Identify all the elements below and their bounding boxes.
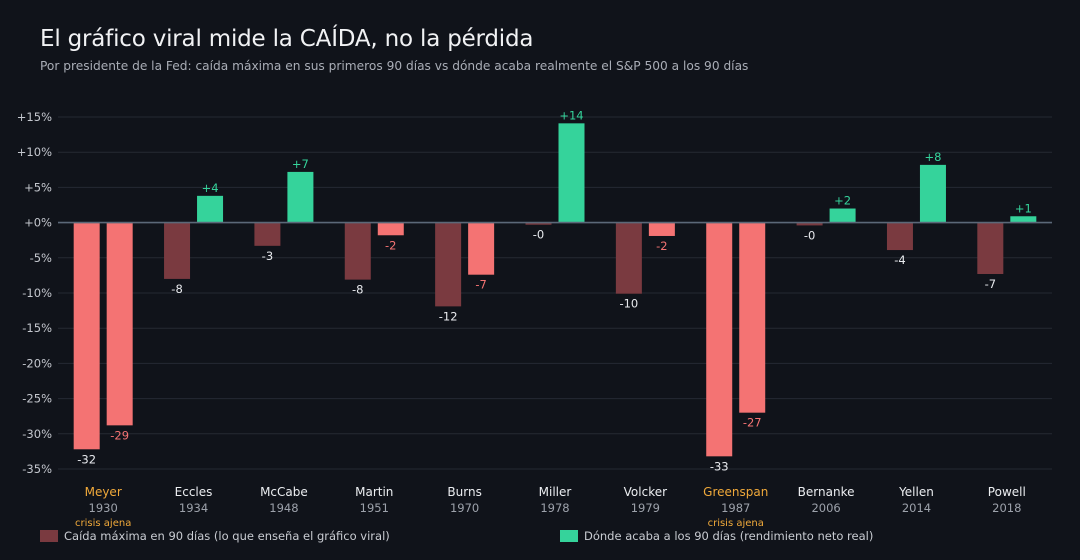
bar-end	[829, 208, 856, 223]
bar-drawdown	[254, 222, 281, 246]
category-name: Eccles	[175, 485, 213, 499]
y-tick-label: +10%	[17, 145, 52, 159]
category-year: 1930	[89, 501, 118, 515]
bar-end	[468, 222, 495, 275]
legend-swatch-drawdown	[40, 530, 58, 542]
category-name: Yellen	[898, 485, 934, 499]
y-tick-label: +0%	[24, 216, 52, 230]
y-tick-label: -30%	[22, 427, 52, 441]
y-tick-label: -10%	[22, 286, 52, 300]
category-name: Powell	[988, 485, 1026, 499]
bar-drawdown	[525, 222, 552, 225]
data-label-end: -2	[656, 239, 667, 253]
data-label-end: +1	[1015, 201, 1032, 215]
data-label-drawdown: -32	[77, 452, 96, 466]
legend-swatch-end	[560, 530, 578, 542]
bar-end	[648, 222, 675, 236]
category-year: 1948	[269, 501, 298, 515]
chart-title: El gráfico viral mide la CAÍDA, no la pé…	[40, 26, 534, 52]
y-tick-label: +5%	[24, 180, 52, 194]
category-name: Greenspan	[703, 485, 768, 499]
data-label-drawdown: -8	[171, 282, 182, 296]
data-label-end: +14	[559, 108, 583, 122]
bar-end	[197, 195, 224, 223]
category-year: 1979	[631, 501, 660, 515]
bar-drawdown	[435, 222, 462, 307]
data-label-end: +2	[834, 194, 851, 208]
bar-end	[1010, 216, 1037, 223]
category-year: 1970	[450, 501, 479, 515]
legend-drawdown: Caída máxima en 90 días (lo que enseña e…	[40, 529, 390, 543]
category-year: 1934	[179, 501, 208, 515]
bar-drawdown	[344, 222, 371, 280]
category-name: Bernanke	[798, 485, 855, 499]
y-tick-label: -20%	[22, 356, 52, 370]
data-label-end: -7	[475, 278, 486, 292]
bar-drawdown	[886, 222, 913, 251]
bar-drawdown	[706, 222, 733, 457]
bar-drawdown	[164, 222, 191, 279]
category-name: Volcker	[624, 485, 667, 499]
category-name: Miller	[539, 485, 572, 499]
category-year: 2014	[902, 501, 931, 515]
category-year: 1951	[360, 501, 389, 515]
legend-end: Dónde acaba a los 90 días (rendimiento n…	[560, 529, 873, 543]
data-label-drawdown: -12	[439, 309, 458, 323]
data-label-drawdown: -33	[710, 459, 729, 473]
bar-drawdown	[796, 222, 823, 226]
chart-subtitle: Por presidente de la Fed: caída máxima e…	[40, 59, 749, 73]
data-label-drawdown: -0	[533, 228, 544, 242]
category-name: McCabe	[260, 485, 308, 499]
data-label-end: +4	[202, 181, 219, 195]
y-tick-label: +15%	[17, 110, 52, 124]
data-label-drawdown: -7	[985, 277, 996, 291]
bar-end	[377, 222, 404, 236]
category-name: Meyer	[85, 485, 122, 499]
category-year: 2018	[992, 501, 1021, 515]
bar-end	[739, 222, 766, 413]
data-label-end: -27	[743, 416, 762, 430]
data-label-drawdown: -4	[894, 253, 905, 267]
y-tick-label: -5%	[30, 251, 52, 265]
category-note: crisis ajena	[75, 518, 131, 529]
bar-drawdown	[615, 222, 642, 294]
category-year: 1978	[540, 501, 569, 515]
data-label-end: -2	[385, 238, 396, 252]
category-name: Burns	[447, 485, 481, 499]
category-note: crisis ajena	[708, 518, 764, 529]
legend-label-end: Dónde acaba a los 90 días (rendimiento n…	[584, 529, 874, 543]
y-tick-label: -25%	[22, 392, 52, 406]
bar-end	[558, 123, 585, 223]
bar-drawdown	[977, 222, 1004, 274]
bar-drawdown	[73, 222, 100, 450]
y-tick-label: -35%	[22, 462, 52, 476]
data-label-end: -29	[110, 428, 129, 442]
data-label-end: +7	[292, 157, 309, 171]
data-label-drawdown: -3	[262, 249, 273, 263]
data-label-drawdown: -10	[619, 297, 638, 311]
category-year: 2006	[811, 501, 840, 515]
bar-end	[287, 171, 314, 223]
bar-end	[919, 164, 946, 223]
bar-end	[106, 222, 133, 426]
data-label-drawdown: -0	[804, 228, 815, 242]
legend-label-drawdown: Caída máxima en 90 días (lo que enseña e…	[64, 529, 390, 543]
category-year: 1987	[721, 501, 750, 515]
data-label-drawdown: -8	[352, 283, 363, 297]
y-tick-label: -15%	[22, 321, 52, 335]
category-name: Martin	[355, 485, 393, 499]
data-label-end: +8	[924, 150, 941, 164]
